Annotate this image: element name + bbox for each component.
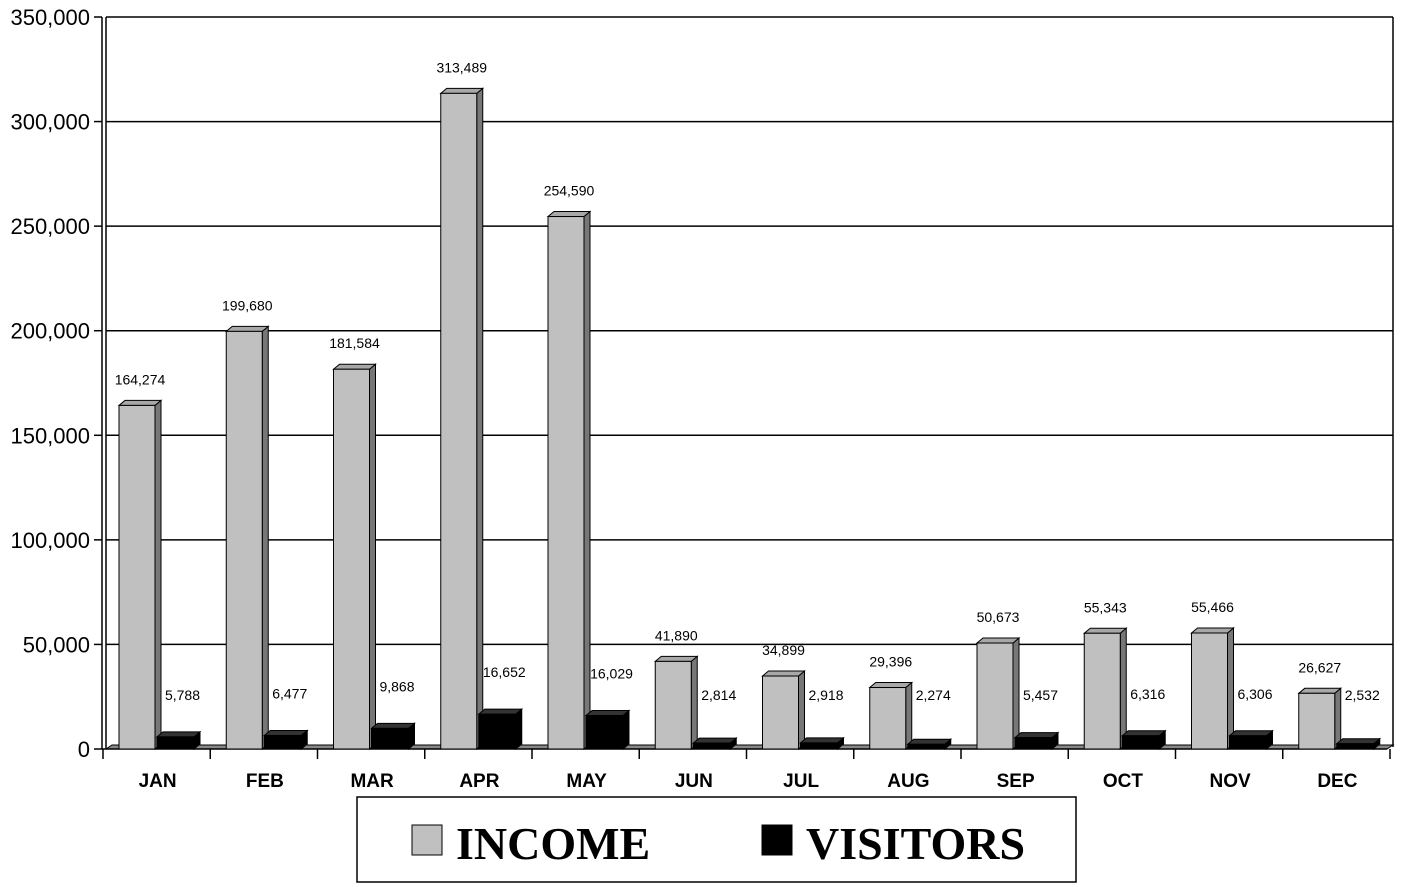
visitors-data-label: 6,477: [272, 685, 307, 701]
visitors-bar: [155, 730, 202, 751]
income-bar: [1082, 627, 1128, 751]
x-category-label: MAR: [350, 771, 394, 792]
visitors-bar: [691, 737, 738, 751]
income-bar: [546, 210, 592, 751]
x-category-label: OCT: [1103, 771, 1144, 792]
income-bar: [1297, 687, 1343, 751]
income-bar: [117, 399, 163, 751]
visitors-bar: [799, 736, 845, 751]
bars: 164,274 5,788 199,680 6,477 181,584 9,868 313,…: [115, 59, 1382, 751]
income-data-label: 34,899: [762, 642, 805, 658]
legend: INCOME VISITORS: [356, 796, 1077, 883]
y-tick-label: 100,000: [10, 528, 90, 553]
income-data-label: 199,680: [222, 297, 273, 313]
visitors-bar: [1013, 731, 1060, 751]
x-category-label: FEB: [246, 771, 284, 792]
legend-box: [356, 796, 1077, 883]
income-data-label: 26,627: [1298, 659, 1341, 675]
x-category-label: SEP: [997, 771, 1035, 792]
x-category-label: DEC: [1317, 771, 1357, 792]
visitors-data-label: 2,274: [916, 687, 951, 703]
y-axis-ticks: 0 50,000 100,000 150,000 200,000 250,000 300,0…: [10, 5, 102, 762]
x-category-label: AUG: [887, 771, 929, 792]
income-data-label: 313,489: [436, 59, 487, 75]
income-data-label: 254,590: [544, 183, 595, 199]
visitors-data-label: 2,918: [808, 687, 843, 703]
income-data-label: 50,673: [977, 609, 1020, 625]
axes: [101, 17, 1395, 750]
x-category-label: NOV: [1210, 771, 1252, 792]
legend-label-visitors: VISITORS: [806, 818, 1025, 869]
income-bar: [439, 87, 485, 751]
legend-label-income: INCOME: [456, 818, 650, 869]
income-data-label: 55,343: [1084, 599, 1127, 615]
visitors-data-label: 6,316: [1130, 686, 1165, 702]
y-tick-label: 150,000: [10, 423, 90, 448]
x-axis-labels: JAN FEB MAR APR MAY JUN JUL AUG SEP OCT NOV DEC: [102, 749, 1391, 792]
visitors-data-label: 16,029: [590, 665, 633, 681]
visitors-bar: [1335, 737, 1382, 751]
x-category-label: JUL: [783, 771, 819, 792]
income-bar: [975, 636, 1021, 751]
visitors-data-label: 5,457: [1023, 687, 1058, 703]
visitors-bar: [1228, 729, 1274, 751]
y-tick-label: 250,000: [10, 214, 90, 239]
income-data-label: 29,396: [869, 654, 912, 670]
y-tick-label: 0: [78, 737, 90, 762]
legend-swatch-visitors: [761, 824, 793, 856]
visitors-bar: [906, 738, 953, 751]
x-category-label: MAY: [566, 771, 607, 792]
income-bar: [653, 655, 699, 751]
visitors-data-label: 2,814: [701, 687, 736, 703]
legend-swatch-income: [411, 824, 443, 856]
income-data-label: 164,274: [115, 371, 166, 387]
x-category-label: JUN: [675, 771, 713, 792]
visitors-data-label: 9,868: [379, 678, 414, 694]
visitors-data-label: 16,652: [483, 664, 526, 680]
visitors-bar: [584, 709, 631, 751]
visitors-data-label: 5,788: [165, 687, 200, 703]
visitors-bar: [477, 708, 524, 751]
income-bar: [332, 363, 377, 751]
visitors-bar: [1120, 729, 1167, 751]
income-data-label: 41,890: [655, 627, 698, 643]
y-tick-label: 350,000: [10, 5, 90, 30]
income-bar: [224, 325, 270, 751]
y-tick-label: 200,000: [10, 319, 90, 344]
x-category-label: APR: [459, 771, 499, 792]
income-bar: [868, 681, 914, 751]
income-data-label: 55,466: [1191, 599, 1234, 615]
grid-lines: [106, 16, 1393, 646]
y-tick-label: 300,000: [10, 110, 90, 135]
visitors-bar: [370, 722, 416, 751]
income-bar: [1190, 626, 1235, 751]
x-category-label: JAN: [139, 771, 177, 792]
income-data-label: 181,584: [329, 335, 380, 351]
visitors-data-label: 2,532: [1345, 687, 1380, 703]
visitors-bar: [262, 729, 309, 751]
income-bar: [761, 669, 806, 751]
visitors-data-label: 6,306: [1237, 686, 1272, 702]
y-tick-label: 50,000: [23, 632, 90, 657]
